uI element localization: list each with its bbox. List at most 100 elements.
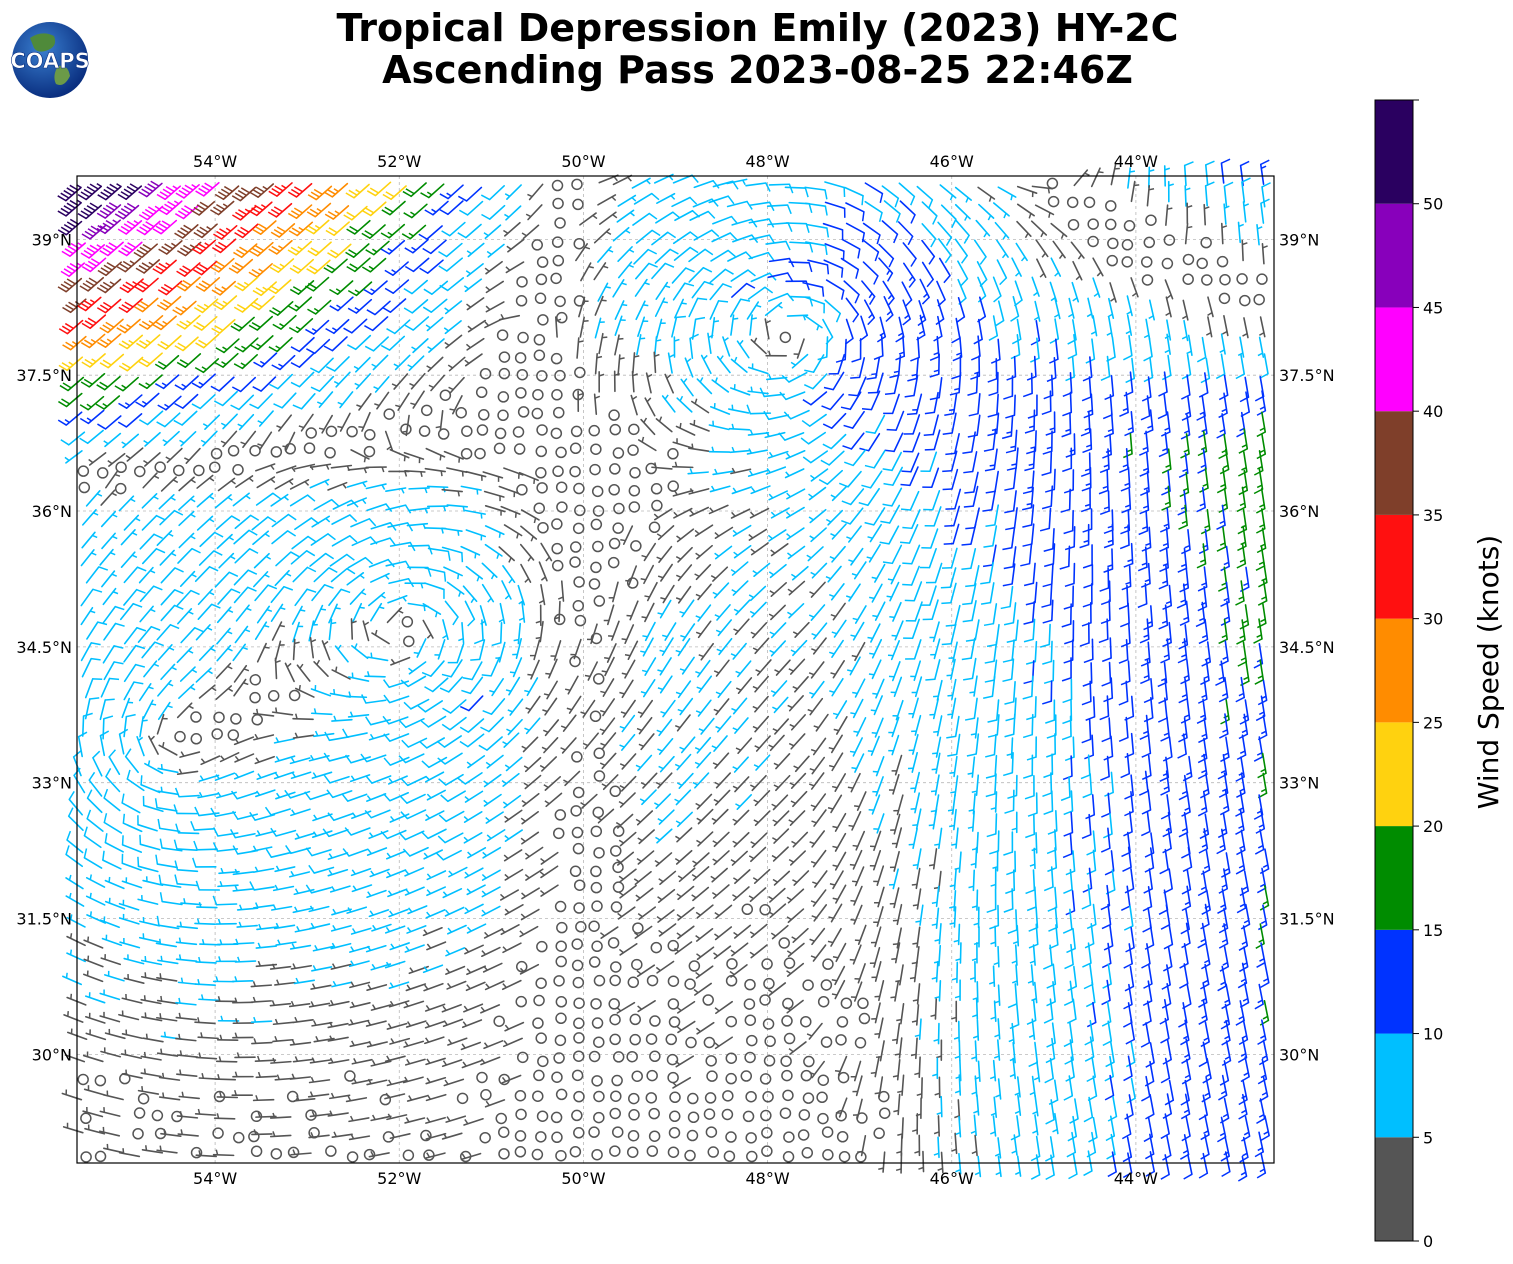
wind-barb: [804, 202, 828, 216]
wind-barb: [57, 184, 82, 202]
wind-barb: [503, 221, 521, 237]
wind-barb: [1146, 185, 1155, 207]
wind-barb: [133, 243, 158, 259]
wind-barb: [117, 183, 143, 201]
wind-barb: [527, 183, 544, 201]
wind-barb: [552, 197, 564, 210]
wind-barb: [551, 236, 564, 248]
wind-barb: [1127, 167, 1136, 189]
wind-barb: [305, 219, 330, 235]
colorbar-bin: [1375, 826, 1413, 930]
wind-barb: [689, 210, 716, 221]
wind-barb: [175, 184, 200, 199]
wind-barb: [1123, 220, 1136, 232]
wind-barb: [597, 194, 617, 206]
wind-barb: [804, 186, 828, 200]
wind-barb: [1073, 169, 1090, 187]
wind-barb: [380, 239, 406, 255]
wind-barb: [57, 218, 83, 236]
wind-barb: [61, 242, 86, 257]
wind-barb: [1105, 200, 1117, 212]
wind-barb: [862, 222, 881, 245]
wind-barb: [117, 220, 143, 235]
colorbar-tick-label: 40: [1423, 402, 1443, 421]
wind-barb: [656, 192, 676, 204]
wind-barb: [1220, 158, 1231, 184]
wind-barb: [214, 185, 240, 201]
wind-barb: [554, 217, 566, 229]
wind-barb: [325, 221, 350, 237]
colorbar-tick-label: 50: [1423, 195, 1443, 214]
colorbar-tick-label: 15: [1423, 921, 1443, 940]
wind-barb: [97, 183, 122, 201]
wind-barb: [483, 224, 502, 240]
wind-barb: [211, 238, 237, 254]
wind-barb: [822, 222, 844, 240]
wind-barb: [955, 219, 970, 244]
wind-barb: [551, 179, 564, 192]
wind-barb: [632, 212, 658, 226]
wind-barb: [1090, 167, 1104, 188]
wind-barb: [1087, 218, 1099, 230]
wind-barb: [96, 202, 122, 219]
wind-barb: [937, 221, 953, 247]
wind-barb: [404, 238, 429, 254]
wind-barb: [881, 185, 900, 208]
wind-barb: [1241, 177, 1251, 203]
wind-barb: [191, 239, 216, 255]
wind-barb: [402, 182, 427, 198]
wind-barb: [844, 186, 864, 206]
wind-barb: [997, 186, 1017, 201]
wind-barb: [806, 223, 830, 238]
colorbar-bin: [1375, 1033, 1413, 1138]
wind-barb: [343, 205, 368, 221]
wind-barb: [307, 185, 333, 201]
wind-barb: [939, 184, 957, 201]
wind-barb: [458, 200, 484, 216]
wind-barb: [992, 202, 1010, 219]
wind-barb: [1165, 204, 1173, 226]
wind-barb: [1186, 202, 1193, 225]
wind-barb: [327, 243, 352, 259]
wind-barb: [439, 200, 464, 216]
wind-barb: [916, 185, 934, 209]
colorbar-tick-label: 20: [1423, 817, 1443, 836]
wind-barb: [612, 226, 631, 242]
wind-barb: [152, 219, 178, 235]
wind-barb: [1047, 195, 1060, 208]
wind-barb: [975, 219, 991, 238]
wind-barb: [978, 203, 995, 221]
wind-barb: [1066, 196, 1079, 209]
chart-title-line1: Tropical Depression Emily (2023) HY-2C: [336, 6, 1179, 50]
wind-barb: [366, 181, 392, 197]
wind-barb: [883, 200, 901, 223]
coaps-logo: COAPS: [10, 22, 90, 98]
colorbar-tick-label: 10: [1423, 1025, 1443, 1044]
wind-barb: [138, 205, 164, 221]
wind-barb: [174, 224, 199, 239]
wind-barb: [195, 181, 220, 197]
wind-barb: [287, 182, 313, 198]
wind-barb: [345, 183, 370, 199]
wind-barb: [1046, 177, 1059, 190]
wind-barb: [1030, 220, 1048, 238]
wind-barb: [897, 221, 914, 246]
wind-barb: [599, 211, 618, 225]
wind-barb: [234, 223, 259, 239]
wind-barb: [193, 223, 218, 239]
wind-barb: [616, 209, 635, 223]
colorbar-bin: [1375, 411, 1413, 515]
wind-barb: [1016, 185, 1038, 198]
wind-barb: [99, 241, 124, 257]
colorbar-tick-label: 25: [1423, 713, 1443, 732]
wind-barb: [81, 224, 107, 240]
wind-barb: [457, 186, 483, 202]
wind-barb: [766, 204, 792, 215]
wind-barb: [480, 185, 505, 201]
wind-barb: [579, 212, 598, 226]
wind-barb: [612, 174, 633, 186]
wind-barb: [420, 183, 445, 199]
wind-barb: [711, 232, 738, 243]
wind-barb: [864, 182, 884, 204]
